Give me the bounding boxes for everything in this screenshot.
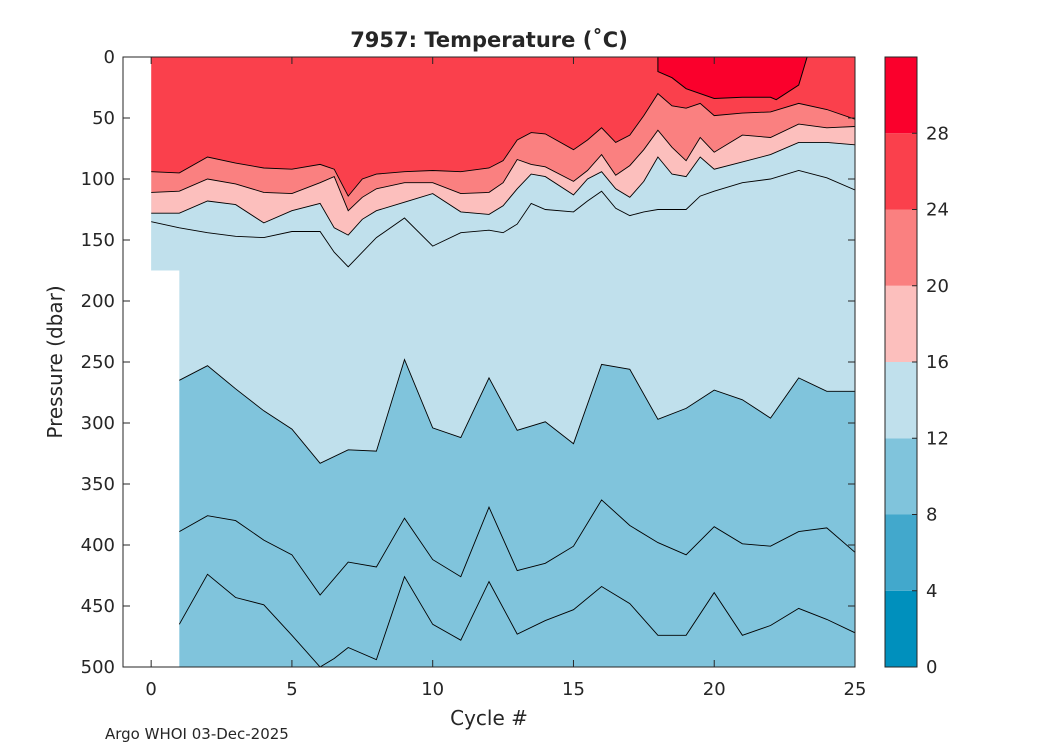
colorbar-tick-label: 16 bbox=[926, 352, 949, 373]
plot-area bbox=[123, 57, 855, 667]
colorbar-tick-label: 20 bbox=[926, 276, 949, 297]
colorbar-swatch bbox=[885, 514, 917, 591]
y-tick-label: 100 bbox=[81, 169, 115, 190]
chart-title: 7957: Temperature (˚C) bbox=[350, 28, 628, 52]
y-tick-label: 50 bbox=[92, 108, 115, 129]
y-tick-label: 0 bbox=[104, 47, 115, 68]
colorbar-swatch bbox=[885, 57, 917, 134]
x-tick-label: 15 bbox=[562, 679, 585, 700]
colorbar-swatch bbox=[885, 209, 917, 286]
y-axis-label: Pressure (dbar) bbox=[43, 285, 67, 438]
band-above-28 bbox=[657, 57, 808, 101]
band-24-28 bbox=[151, 57, 855, 197]
y-tick-label: 500 bbox=[81, 657, 115, 678]
y-tick-label: 350 bbox=[81, 474, 115, 495]
y-tick-label: 250 bbox=[81, 352, 115, 373]
isotherm-20-line-2 bbox=[151, 123, 855, 212]
colorbar-tick-label: 8 bbox=[926, 505, 937, 526]
x-tick-label: 25 bbox=[844, 679, 867, 700]
missing-data-region bbox=[150, 270, 180, 667]
x-axis-label: Cycle # bbox=[450, 706, 528, 730]
isotherm-8-line-7 bbox=[178, 573, 855, 667]
y-tick-label: 200 bbox=[81, 291, 115, 312]
colorbar-tick-label: 24 bbox=[926, 200, 949, 221]
y-tick-label: 300 bbox=[81, 413, 115, 434]
x-tick-label: 5 bbox=[286, 679, 297, 700]
y-tick-label: 450 bbox=[81, 596, 115, 617]
colorbar-swatch bbox=[885, 133, 917, 210]
colorbar-tick-label: 28 bbox=[926, 123, 949, 144]
y-tick-label: 150 bbox=[81, 230, 115, 251]
colorbar-swatch bbox=[885, 362, 917, 439]
isotherm-8-line-5 bbox=[179, 358, 855, 464]
isotherm-8-line-6 bbox=[179, 499, 855, 596]
y-tick-label: 400 bbox=[81, 535, 115, 556]
colorbar-tick-label: 4 bbox=[926, 581, 937, 602]
x-tick-label: 10 bbox=[421, 679, 444, 700]
isotherm-16-line-3 bbox=[151, 141, 855, 236]
colorbar-tick-label: 0 bbox=[926, 657, 937, 678]
x-tick-label: 20 bbox=[703, 679, 726, 700]
colorbar-tick-label: 12 bbox=[926, 428, 949, 449]
colorbar-swatch bbox=[885, 438, 917, 515]
credit-text: Argo WHOI 03-Dec-2025 bbox=[105, 725, 289, 743]
colorbar: 0 4 8 12 16 20 24 28 bbox=[884, 56, 949, 678]
contour-lines bbox=[151, 92, 855, 667]
colorbar-swatch bbox=[885, 590, 917, 667]
contour-bands bbox=[123, 57, 855, 667]
isotherm-12-line-4 bbox=[151, 170, 855, 268]
colorbar-swatch bbox=[885, 285, 917, 362]
isotherm-24-line-1 bbox=[151, 92, 855, 197]
x-tick-label: 0 bbox=[145, 679, 156, 700]
